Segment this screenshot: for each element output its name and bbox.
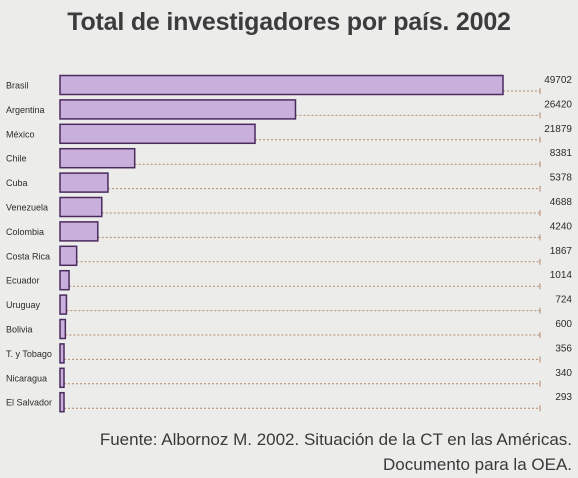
category-label: Ecuador <box>6 276 40 286</box>
value-label: 8381 <box>550 148 573 159</box>
chart-title: Total de investigadores por país. 2002 <box>67 8 511 36</box>
bar-m-xico <box>59 123 256 145</box>
bar-uruguay <box>59 294 68 315</box>
category-label: México <box>6 129 35 139</box>
source-note-line-1: Fuente: Albornoz M. 2002. Situación de l… <box>99 430 572 449</box>
bar-ecuador <box>59 269 70 291</box>
value-label: 600 <box>555 319 572 330</box>
category-label: Chile <box>6 154 27 164</box>
category-label: Colombia <box>6 227 44 237</box>
bar-nicaragua <box>59 367 65 389</box>
category-label: Bolivia <box>6 325 33 335</box>
category-label: Venezuela <box>6 203 48 213</box>
bar-chile <box>59 147 136 169</box>
bar-brasil <box>59 74 504 96</box>
bar-el-salvador <box>59 391 65 413</box>
bar-venezuela <box>59 196 103 218</box>
category-label: T. y Tobago <box>6 349 52 359</box>
category-label: Cuba <box>6 178 28 188</box>
source-note-line-2: Documento para la OEA. <box>383 455 572 474</box>
bar-colombia <box>59 221 99 242</box>
category-label: El Salvador <box>6 398 52 408</box>
bar-argentina <box>59 99 297 120</box>
value-label: 49702 <box>544 75 572 86</box>
category-label: Brasil <box>6 81 29 91</box>
bar-t-y-tobago <box>59 343 65 364</box>
category-label: Costa Rica <box>6 251 50 261</box>
bar-costa-rica <box>59 245 78 267</box>
value-label: 340 <box>555 368 572 379</box>
category-label: Uruguay <box>6 300 41 310</box>
category-label: Nicaragua <box>6 373 47 383</box>
value-label: 293 <box>555 392 572 403</box>
value-label: 1867 <box>550 246 573 257</box>
value-label: 356 <box>555 343 572 354</box>
value-label: 4688 <box>550 197 573 208</box>
value-label: 4240 <box>550 221 573 232</box>
value-label: 5378 <box>550 173 573 184</box>
bar-bolivia <box>59 318 67 340</box>
category-label: Argentina <box>6 105 45 115</box>
value-label: 724 <box>555 295 572 306</box>
value-label: 21879 <box>544 124 572 135</box>
value-label: 1014 <box>550 270 573 281</box>
value-label: 26420 <box>544 99 572 110</box>
bar-cuba <box>59 172 109 193</box>
